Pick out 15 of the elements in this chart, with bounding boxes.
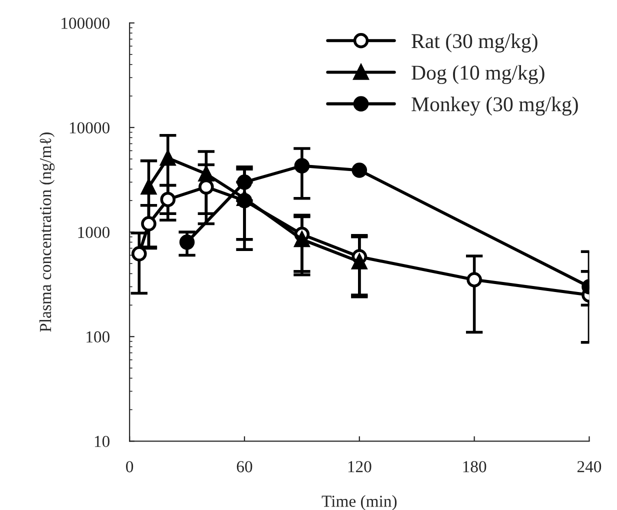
y-tick-label: 10 (94, 436, 110, 448)
x-tick-label: 60 (236, 461, 252, 472)
x-tick-label: 180 (463, 461, 486, 472)
y-tick-label: 100 (86, 331, 110, 343)
y-tick-label: 100000 (62, 18, 110, 29)
legend-label: Dog (10 mg/kg) (412, 65, 544, 84)
x-tick-label: 0 (126, 461, 134, 472)
x-axis-title: Time (min) (322, 495, 397, 510)
x-tick-label: 240 (577, 461, 602, 472)
legend-label: Rat (30 mg/kg) (412, 33, 538, 52)
y-tick-label: 1000 (78, 226, 110, 238)
y-axis-title: Plasma concentration (ng/mℓ) (39, 132, 55, 332)
y-tick-label: 10000 (70, 122, 110, 134)
x-tick-label: 120 (348, 461, 372, 472)
legend-label: Monkey (30 mg/kg) (412, 96, 578, 116)
